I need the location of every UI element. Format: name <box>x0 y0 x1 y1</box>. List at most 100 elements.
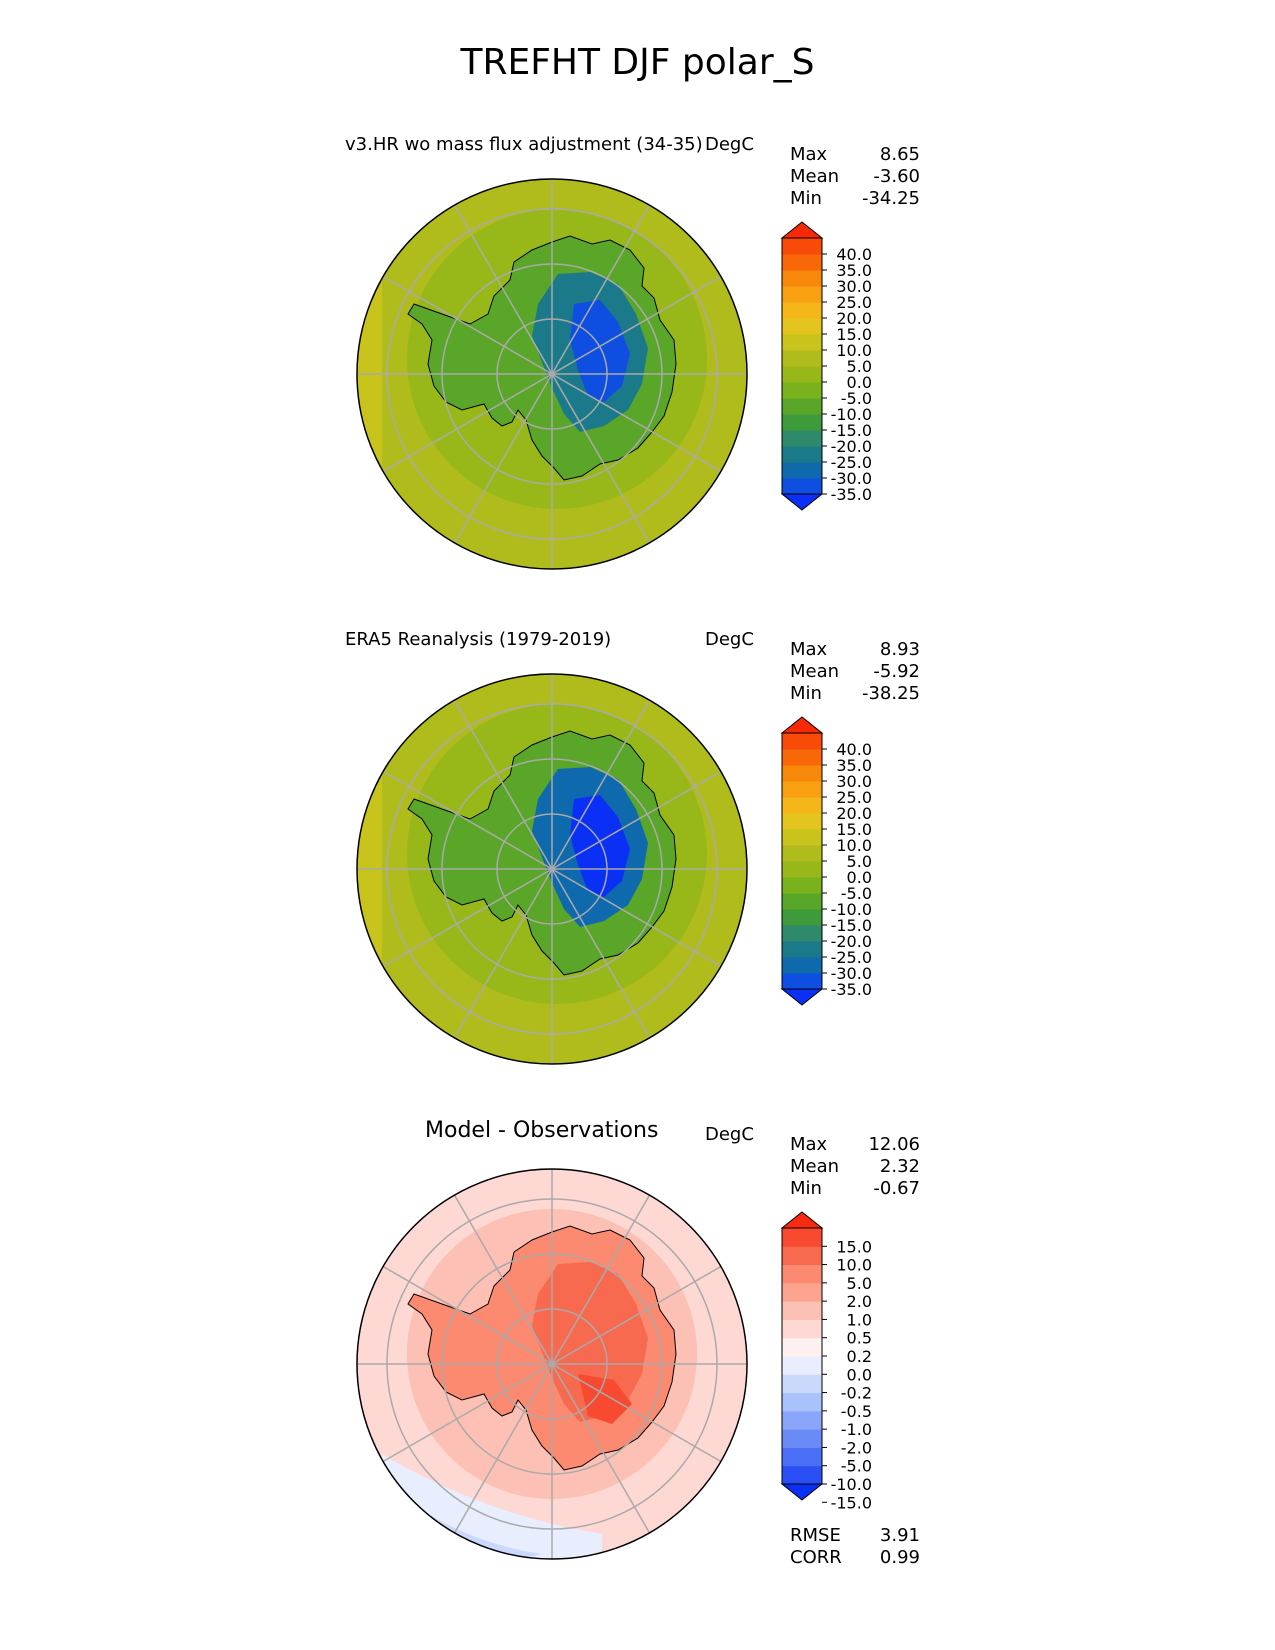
colorbar-tick-label: -5.0 <box>841 389 872 408</box>
meridian-line <box>453 204 553 375</box>
stat-label: Mean <box>790 1156 840 1177</box>
colorbar-tick-label: 30.0 <box>836 772 872 791</box>
map-boundary <box>356 673 748 1065</box>
meridian-line <box>551 1265 722 1365</box>
colorbar-segment <box>782 1374 822 1394</box>
stat-label: Mean <box>790 166 840 187</box>
meridian-line <box>382 1363 553 1463</box>
meridian-line <box>382 275 553 375</box>
colorbar-extend-max <box>780 1211 824 1229</box>
stat-label: Max <box>790 639 828 660</box>
colorbar-segment <box>782 1356 822 1375</box>
colorbar-segment <box>782 813 822 830</box>
meridian-line <box>382 868 553 968</box>
colorbar-tick-label: -10.0 <box>831 900 872 919</box>
colorbar-segment <box>782 749 822 766</box>
colorbar-segment <box>782 1465 822 1485</box>
colorbar-segment <box>782 350 822 367</box>
colorbar-tick-label: -35.0 <box>831 485 872 504</box>
colorbar-segment <box>782 1429 822 1448</box>
colorbar-tick-label: 15.0 <box>836 325 872 344</box>
colorbar-segment <box>782 318 822 335</box>
meridian-line <box>551 1194 651 1365</box>
colorbar-segment <box>782 861 822 878</box>
meridian-line <box>551 373 722 473</box>
colorbar: 40.035.030.025.020.015.010.05.00.0-5.0-1… <box>780 221 872 511</box>
colorbar-segment <box>782 909 822 926</box>
map-field <box>357 1169 747 1559</box>
colorbar-extend-min <box>780 493 824 511</box>
panel-model: v3.HR wo mass flux adjustment (34-35) De… <box>0 130 1275 600</box>
stat-label: Min <box>790 683 822 704</box>
meridian-line <box>453 699 553 870</box>
colorbar-extend-max <box>780 716 824 734</box>
map-field <box>357 179 747 569</box>
meridian-line <box>551 373 651 544</box>
colorbar-tick-label: 5.0 <box>847 357 872 376</box>
colorbar-tick-label: 15.0 <box>836 1237 872 1256</box>
colorbar-tick-label: -5.0 <box>841 884 872 903</box>
colorbar-tick-label: 0.2 <box>847 1347 872 1366</box>
colorbar-tick-label: 10.0 <box>836 1256 872 1275</box>
colorbar-tick-label: -15.0 <box>831 421 872 440</box>
colorbar-segment <box>782 382 822 399</box>
colorbar-tick-label: 40.0 <box>836 740 872 759</box>
colorbar-tick-label: 2.0 <box>847 1292 872 1311</box>
colorbar-segment <box>782 238 822 255</box>
colorbar-segment <box>782 1264 822 1284</box>
map-boundary <box>356 178 748 570</box>
colorbar-tick-label: -15.0 <box>831 1493 872 1510</box>
stat-value: 12.06 <box>868 1134 920 1155</box>
meridian-line <box>551 868 722 968</box>
panel-diff: Model - Observations DegC Max 12.06 Mean 2… <box>0 1118 1275 1590</box>
colorbar-tick-label: -20.0 <box>831 437 872 456</box>
colorbar-segment <box>782 1246 822 1266</box>
colorbar-segment <box>782 366 822 383</box>
meridian-line <box>453 373 553 544</box>
panel-title: Model - Observations <box>425 1118 659 1143</box>
plateau-core <box>570 795 630 897</box>
colorbar-tick-label: 0.0 <box>847 373 872 392</box>
stat-value: -5.92 <box>873 661 920 682</box>
metric-value: 3.91 <box>879 1525 920 1546</box>
metric-value: 0.99 <box>879 1547 920 1568</box>
stats-block: Max 12.06 Mean 2.32 Min -0.67 <box>790 1134 920 1200</box>
colorbar: 40.035.030.025.020.015.010.05.00.0-5.0-1… <box>780 716 872 1006</box>
meridian-line <box>453 1194 553 1365</box>
colorbar-tick-label: 35.0 <box>836 756 872 775</box>
colorbar-tick-label: 15.0 <box>836 820 872 839</box>
colorbar-segment <box>782 797 822 814</box>
colorbar-tick-label: -25.0 <box>831 453 872 472</box>
colorbar-segment <box>782 286 822 303</box>
colorbar-segment <box>782 398 822 415</box>
colorbar-segment <box>782 957 822 974</box>
colorbar-segment <box>782 462 822 479</box>
units-label: DegC <box>705 134 754 155</box>
stat-label: Min <box>790 188 822 209</box>
meridian-line <box>551 1363 651 1534</box>
colorbar-tick-label: 10.0 <box>836 341 872 360</box>
colorbar-segment <box>782 925 822 942</box>
colorbar-tick-label: -15.0 <box>831 916 872 935</box>
panel-title: ERA5 Reanalysis (1979-2019) <box>345 629 612 650</box>
panel-title: v3.HR wo mass flux adjustment (34-35) <box>345 134 703 155</box>
colorbar-tick-label: 20.0 <box>836 804 872 823</box>
colorbar-tick-label: -5.0 <box>841 1457 872 1476</box>
colorbar-segment <box>782 733 822 750</box>
colorbar-extend-max <box>780 221 824 239</box>
colorbar-tick-label: -0.2 <box>841 1384 872 1403</box>
colorbar-segment <box>782 302 822 319</box>
stats-block: Max 8.93 Mean -5.92 Min -38.25 <box>790 639 920 705</box>
colorbar-segment <box>782 478 822 495</box>
colorbar-segment <box>782 430 822 447</box>
colorbar-tick-label: 5.0 <box>847 852 872 871</box>
colorbar-tick-label: 20.0 <box>836 309 872 328</box>
metric-label: RMSE <box>790 1525 841 1546</box>
colorbar-segment <box>782 1228 822 1247</box>
colorbar-segment <box>782 254 822 271</box>
stat-value: -3.60 <box>873 166 920 187</box>
colorbar-segment <box>782 877 822 894</box>
colorbar-segment <box>782 1301 822 1320</box>
colorbar-segment <box>782 973 822 990</box>
colorbar-tick-label: -1.0 <box>841 1420 872 1439</box>
